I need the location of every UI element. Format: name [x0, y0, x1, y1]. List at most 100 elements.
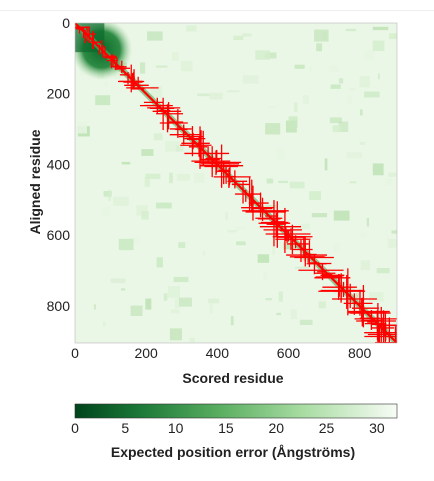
colorbar-tick-15: 15	[218, 420, 234, 436]
y-tick-600: 600	[47, 227, 71, 243]
texture-patch	[338, 78, 344, 84]
texture-patch	[268, 106, 277, 109]
texture-patch	[265, 298, 272, 301]
colorbar-tick-30: 30	[369, 420, 385, 436]
texture-patch	[372, 40, 385, 52]
texture-patch	[389, 33, 397, 40]
texture-patch	[113, 196, 129, 206]
texture-patch	[329, 65, 340, 72]
texture-patch	[278, 180, 289, 184]
texture-patch	[316, 43, 323, 52]
texture-patch	[388, 172, 397, 177]
texture-patch	[318, 301, 326, 309]
texture-patch	[272, 246, 275, 255]
texture-patch	[303, 95, 309, 104]
texture-patch	[364, 49, 375, 61]
texture-patch	[141, 149, 154, 156]
texture-patch	[174, 298, 181, 309]
colorbar-tick-labels: 0 5 10 15 20 25 30	[71, 420, 385, 436]
texture-patch	[140, 62, 146, 74]
texture-patch	[147, 31, 163, 41]
texture-patch	[360, 260, 371, 271]
x-tick-labels: 0 200 400 600 800	[71, 345, 371, 361]
texture-patch	[283, 242, 295, 250]
texture-patch	[355, 293, 360, 300]
texture-patch	[346, 152, 362, 159]
overlay-corner-box	[75, 26, 90, 39]
texture-patch	[180, 60, 193, 72]
x-tick-800: 800	[348, 345, 372, 361]
y-tick-400: 400	[47, 156, 71, 172]
texture-patch	[257, 254, 270, 263]
texture-patch	[314, 29, 329, 42]
texture-patch	[144, 177, 150, 187]
texture-patch	[359, 75, 370, 88]
texture-patch	[176, 173, 191, 181]
x-tick-0: 0	[71, 345, 79, 361]
texture-patch	[366, 218, 370, 227]
texture-patch	[178, 242, 186, 248]
texture-patch	[359, 232, 367, 238]
texture-patch	[102, 206, 111, 216]
texture-patch	[208, 298, 220, 304]
texture-patch	[309, 191, 321, 201]
texture-patch	[289, 181, 305, 189]
texture-patch	[276, 312, 281, 316]
x-axis-label: Scored residue	[182, 370, 283, 386]
texture-patch	[141, 210, 149, 220]
colorbar-tick-0: 0	[71, 420, 79, 436]
texture-patch	[369, 292, 384, 302]
texture-patch	[265, 204, 277, 208]
texture-patch	[376, 268, 390, 274]
texture-patch	[225, 212, 228, 221]
texture-patch	[264, 52, 277, 59]
texture-patch	[235, 226, 246, 230]
texture-patch	[145, 298, 152, 310]
texture-patch	[278, 291, 283, 302]
error-bar-overlay	[75, 23, 397, 343]
texture-patch	[156, 65, 168, 68]
texture-patch	[136, 205, 148, 216]
colorbar-tick-10: 10	[168, 420, 184, 436]
texture-patch	[169, 328, 182, 341]
texture-patch	[164, 140, 180, 152]
texture-patch	[391, 230, 397, 234]
texture-patch	[294, 64, 305, 69]
texture-patch	[130, 305, 143, 316]
texture-patch	[171, 52, 179, 61]
texture-patch	[186, 25, 197, 32]
texture-patch	[309, 66, 312, 72]
texture-patch	[242, 33, 252, 37]
texture-patch	[295, 266, 310, 269]
texture-patch	[332, 125, 342, 133]
texture-patch	[153, 133, 163, 141]
texture-patch	[372, 26, 389, 31]
x-tick-400: 400	[206, 345, 230, 361]
texture-patch	[342, 286, 355, 291]
texture-patch	[156, 257, 163, 268]
colorbar	[74, 403, 398, 419]
texture-patch	[236, 241, 246, 246]
texture-patch	[385, 178, 393, 186]
texture-patch	[145, 173, 161, 179]
texture-patch	[345, 28, 356, 32]
texture-patch	[209, 92, 223, 100]
plot-frame	[74, 22, 398, 344]
texture-patch	[299, 319, 313, 326]
texture-patch	[294, 102, 298, 112]
texture-patch	[189, 337, 195, 343]
texture-patch	[242, 75, 259, 84]
y-tick-0: 0	[62, 15, 70, 31]
texture-patch	[347, 95, 352, 104]
texture-patch	[360, 109, 363, 116]
texture-patch	[299, 223, 310, 230]
texture-patch	[163, 293, 168, 301]
texture-patch	[350, 87, 356, 91]
colorbar-tick-25: 25	[319, 420, 335, 436]
texture-patch	[265, 123, 281, 135]
colorbar-tick-20: 20	[268, 420, 284, 436]
texture-patch	[203, 251, 206, 256]
texture-patch	[255, 50, 270, 60]
y-tick-labels: 0 200 400 600 800	[47, 15, 71, 314]
texture-patch	[110, 278, 126, 284]
